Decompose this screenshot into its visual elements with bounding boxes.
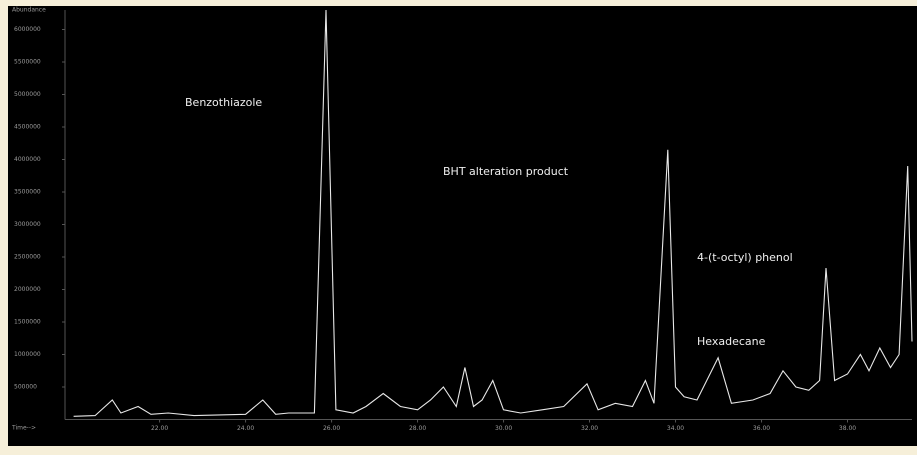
y-tick-label: 500000 [14, 384, 37, 391]
y-tick-label: 5500000 [14, 59, 41, 66]
x-tick-label: 26.00 [323, 425, 340, 432]
y-tick-label: 2000000 [14, 286, 41, 293]
x-tick-label: 30.00 [495, 425, 512, 432]
x-tick-label: 32.00 [581, 425, 598, 432]
y-tick-label: 1000000 [14, 351, 41, 358]
y-tick-label: 1500000 [14, 319, 41, 326]
y-tick-label: 5000000 [14, 91, 41, 98]
signal-line [73, 9, 913, 417]
y-tick-label: 4500000 [14, 124, 41, 131]
y-tick-label: 2500000 [14, 254, 41, 261]
y-tick-label: 3500000 [14, 189, 41, 196]
x-tick-label: 38.00 [839, 425, 856, 432]
peak-annotation: BHT alteration product [443, 165, 569, 178]
peak-annotation: Hexadecane [697, 335, 766, 348]
x-tick-label: 36.00 [753, 425, 770, 432]
x-tick-label: 24.00 [237, 425, 254, 432]
y-axis-label: Abundance [12, 7, 46, 14]
x-tick-label: 28.00 [409, 425, 426, 432]
plot-background [8, 6, 917, 446]
x-tick-label: 22.00 [151, 425, 168, 432]
x-axis-label: Time--> [11, 425, 36, 432]
y-tick-label: 4000000 [14, 156, 41, 163]
peak-annotation: 4-(t-octyl) phenol [697, 251, 793, 264]
y-tick-label: 6000000 [14, 26, 41, 33]
y-tick-label: 3000000 [14, 221, 41, 228]
peak-annotation: Benzothiazole [185, 96, 262, 109]
x-tick-label: 34.00 [667, 425, 684, 432]
